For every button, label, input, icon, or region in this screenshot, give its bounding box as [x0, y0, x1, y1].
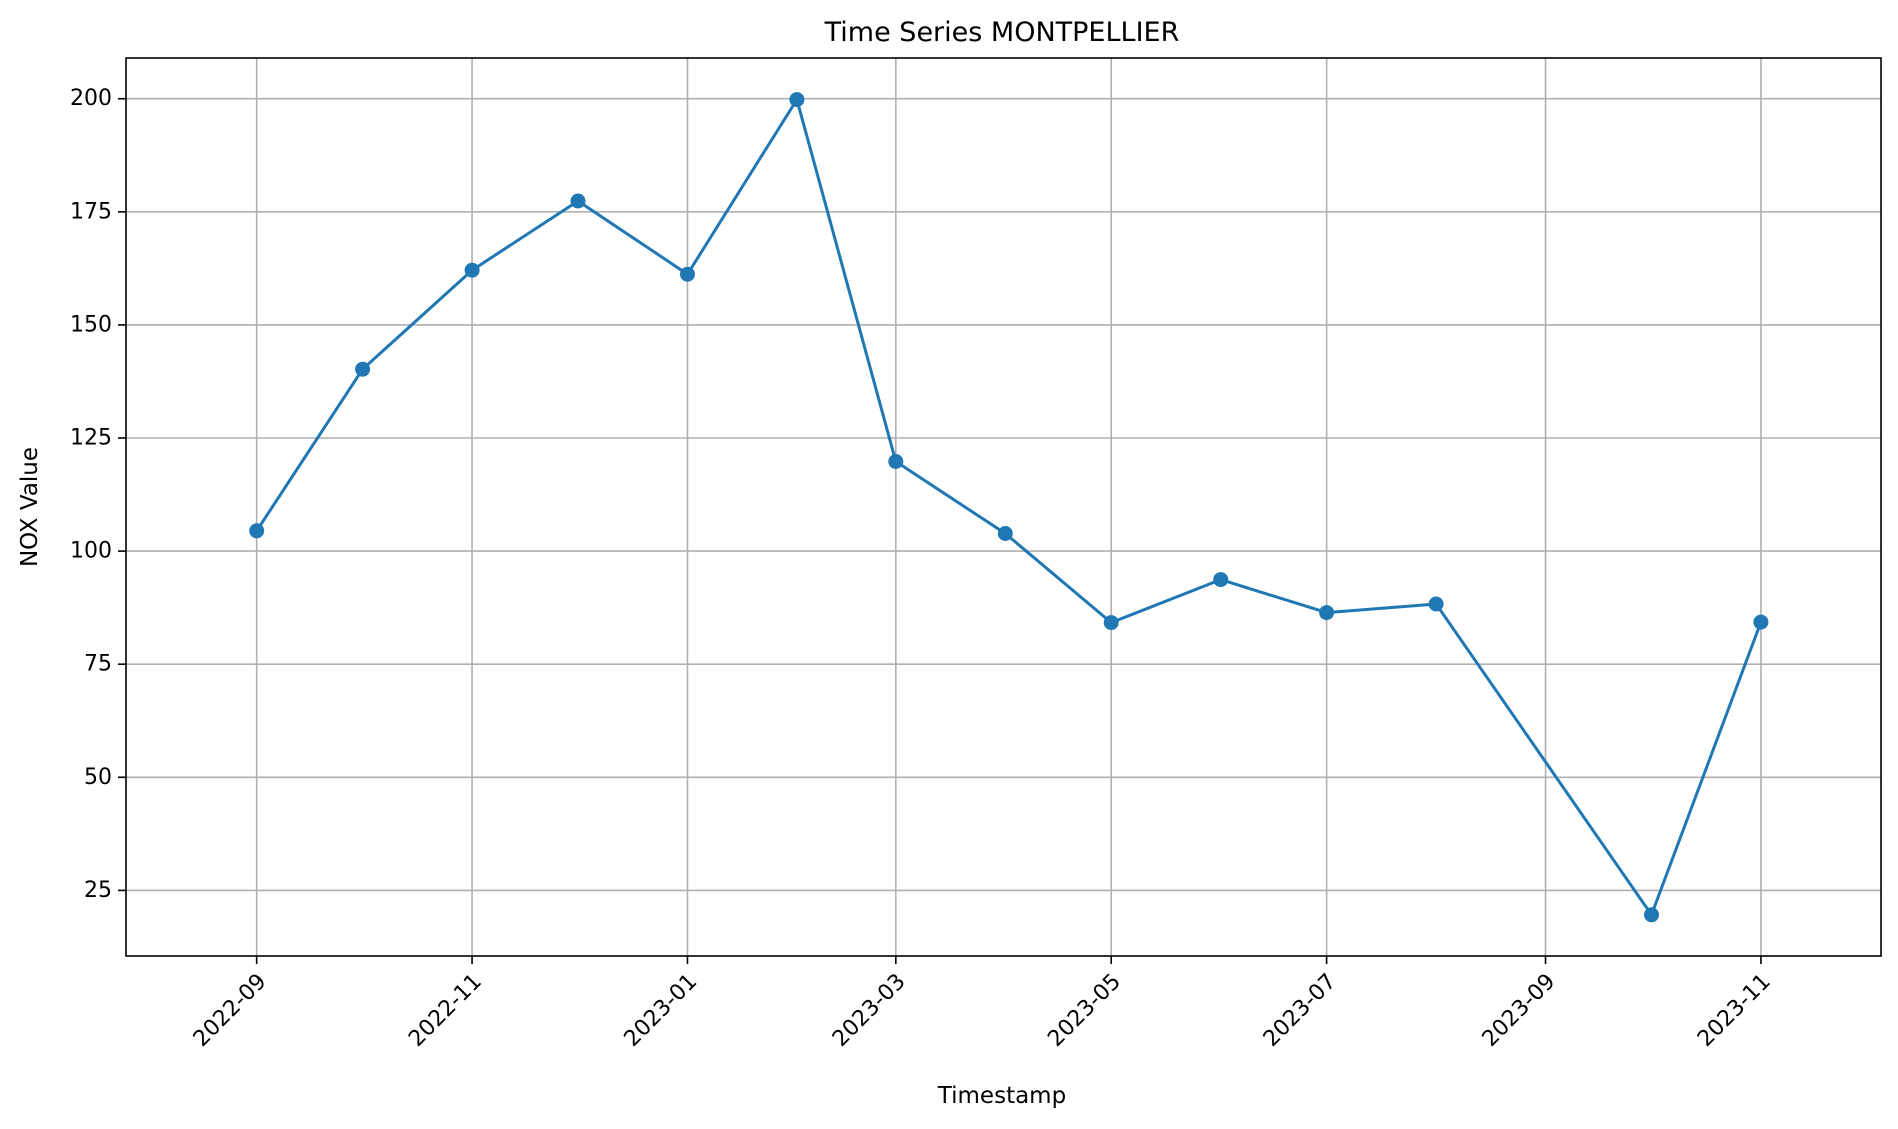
data-point — [1103, 615, 1119, 631]
chart-title: Time Series MONTPELLIER — [824, 17, 1180, 48]
data-point — [997, 526, 1013, 541]
x-tick-label: 2023-01 — [620, 969, 703, 1052]
x-tick-label: 2023-03 — [828, 969, 911, 1052]
x-tick-label: 2023-09 — [1478, 969, 1561, 1052]
series-layer — [249, 92, 1769, 923]
data-point — [1428, 596, 1444, 612]
grid — [126, 58, 1881, 956]
data-point — [888, 454, 904, 469]
x-tick-label: 2022-11 — [404, 969, 487, 1052]
series-line — [255, 98, 1763, 917]
y-tick-label: 50 — [84, 765, 112, 790]
data-point — [1644, 907, 1659, 923]
y-tick-label: 100 — [70, 539, 112, 564]
x-tick-label: 2022-09 — [189, 969, 272, 1052]
y-tick-label: 150 — [70, 312, 112, 337]
data-point — [789, 92, 805, 108]
data-point — [464, 262, 480, 278]
data-point — [1213, 572, 1229, 588]
x-axis-label: Timestamp — [937, 1083, 1066, 1109]
data-point — [249, 523, 265, 539]
data-point — [680, 266, 695, 282]
y-tick-label: 175 — [70, 199, 112, 224]
y-tick-label: 25 — [84, 878, 112, 903]
y-tick-label: 75 — [84, 652, 112, 677]
axis-ticks: 2022-09 2022-11 2023-01 2023-03 2023-05 2023-… — [70, 86, 1776, 1052]
y-tick-label: 125 — [70, 426, 112, 451]
x-tick-label: 2023-05 — [1043, 969, 1126, 1052]
y-axis-label: NOX Value — [17, 447, 43, 567]
data-point — [570, 193, 586, 209]
x-tick-label: 2023-07 — [1259, 969, 1342, 1052]
y-tick-label: 200 — [70, 86, 112, 111]
plot-frame — [125, 57, 1882, 957]
data-point — [355, 361, 371, 377]
data-point — [1753, 614, 1769, 630]
x-tick-label: 2023-11 — [1693, 969, 1776, 1052]
data-point — [1319, 605, 1335, 621]
